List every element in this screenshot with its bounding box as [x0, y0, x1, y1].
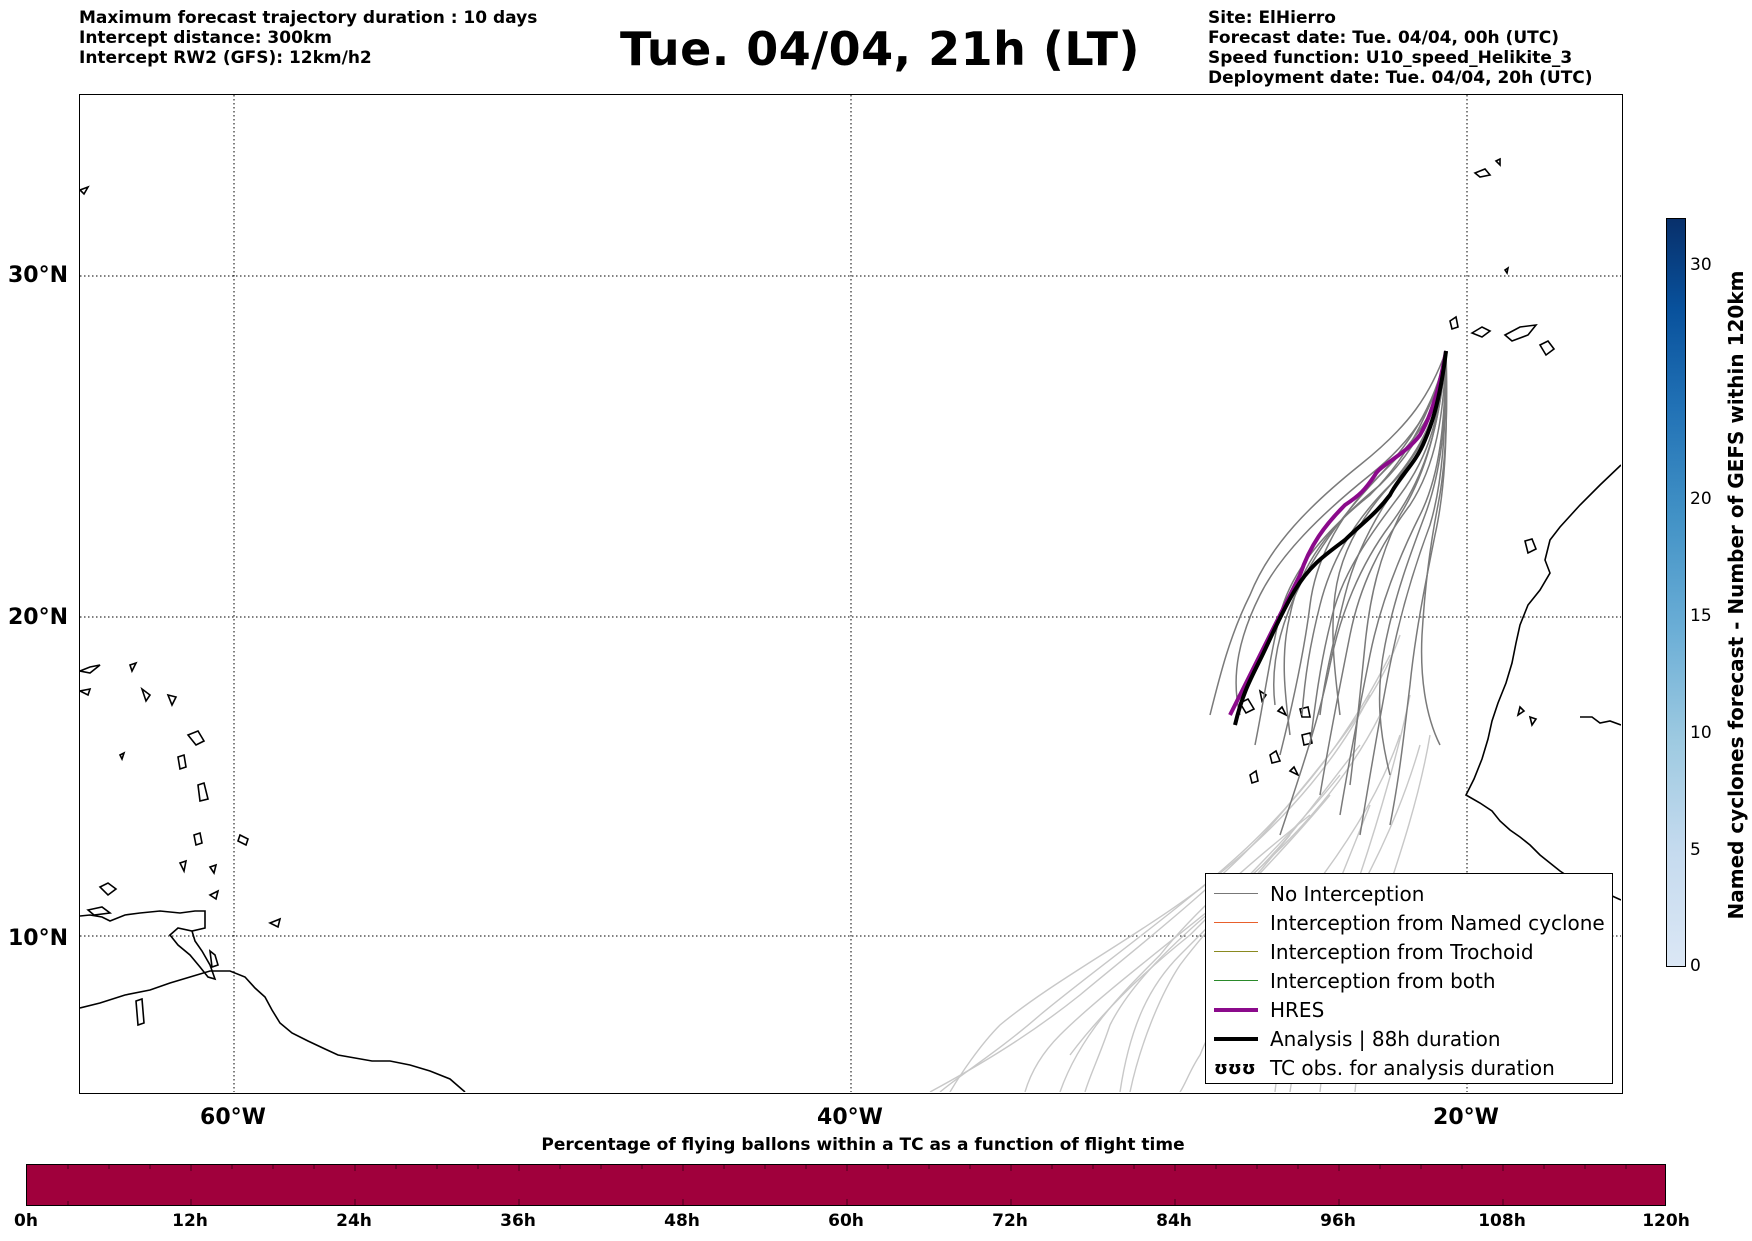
time-tick-label: 48h	[664, 1211, 700, 1231]
time-tick-label: 96h	[1320, 1211, 1356, 1231]
lon-label-40w: 40°W	[817, 1105, 883, 1130]
lon-label-60w: 60°W	[200, 1105, 266, 1130]
legend-label: Analysis | 88h duration	[1270, 1027, 1501, 1051]
speed-function-text: Speed function: U10_speed_Helikite_3	[1208, 48, 1573, 68]
legend-swatch	[1214, 951, 1258, 952]
legend-item-both: Interception from both	[1206, 967, 1612, 996]
coastline-africa	[1238, 157, 1621, 901]
lat-label-30n: 30°N	[8, 263, 69, 288]
percentage-bar	[26, 1164, 1666, 1206]
legend-label: Interception from Trochoid	[1270, 940, 1534, 964]
main-title: Tue. 04/04, 21h (LT)	[620, 22, 1140, 76]
legend-item-no-interception: No Interception	[1206, 880, 1612, 909]
time-tick-label: 120h	[1642, 1211, 1690, 1231]
intercept-distance-text: Intercept distance: 300km	[79, 28, 332, 48]
colorbar-tick: 30	[1690, 255, 1712, 275]
coastline-caribbean	[80, 185, 466, 1092]
colorbar-tick: 20	[1690, 489, 1712, 509]
time-tick-label: 0h	[14, 1211, 38, 1231]
legend-item-hres: HRES	[1206, 996, 1612, 1025]
lon-label-20w: 20°W	[1433, 1105, 1499, 1130]
time-tick-label: 24h	[336, 1211, 372, 1231]
colorbar-gradient	[1667, 219, 1685, 966]
legend-item-tc-obs: ʊʊʊ TC obs. for analysis duration	[1206, 1054, 1612, 1083]
legend-label: Interception from both	[1270, 969, 1496, 993]
header-info-right: Site: ElHierro Forecast date: Tue. 04/04…	[1208, 8, 1593, 88]
header-info-left: Maximum forecast trajectory duration : 1…	[79, 8, 537, 68]
legend-item-named-cyclone: Interception from Named cyclone	[1206, 909, 1612, 938]
colorbar-tick: 5	[1690, 840, 1701, 860]
time-tick-label: 108h	[1478, 1211, 1526, 1231]
analysis-trajectory	[1233, 350, 1448, 726]
percentage-bar-title: Percentage of flying ballons within a TC…	[541, 1135, 1185, 1155]
intercept-rw2-text: Intercept RW2 (GFS): 12km/h2	[79, 48, 372, 68]
cyclone-colorbar	[1666, 218, 1686, 967]
legend-label: TC obs. for analysis duration	[1270, 1056, 1555, 1080]
colorbar-tick: 15	[1690, 606, 1712, 626]
colorbar-label: Named cyclones forecast - Number of GEFS…	[1724, 270, 1748, 920]
deployment-date-text: Deployment date: Tue. 04/04, 20h (UTC)	[1208, 68, 1593, 88]
time-tick-label: 84h	[1156, 1211, 1192, 1231]
map-legend: No Interception Interception from Named …	[1205, 873, 1613, 1084]
lat-label-20n: 20°N	[8, 605, 69, 630]
time-tick-label: 72h	[992, 1211, 1028, 1231]
legend-label: Interception from Named cyclone	[1270, 911, 1605, 935]
legend-label: HRES	[1270, 998, 1325, 1022]
max-duration-text: Maximum forecast trajectory duration : 1…	[79, 8, 538, 28]
time-tick-label: 36h	[500, 1211, 536, 1231]
tc-obs-symbol-icon: ʊʊʊ	[1214, 1058, 1256, 1079]
time-tick-label: 12h	[172, 1211, 208, 1231]
legend-swatch	[1214, 922, 1258, 923]
legend-label: No Interception	[1270, 882, 1425, 906]
colorbar-tick: 0	[1690, 956, 1701, 976]
time-tick-label: 60h	[828, 1211, 864, 1231]
legend-swatch	[1214, 1008, 1258, 1012]
legend-item-trochoid: Interception from Trochoid	[1206, 938, 1612, 967]
legend-item-analysis: Analysis | 88h duration	[1206, 1025, 1612, 1054]
legend-swatch	[1214, 980, 1258, 981]
colorbar-tick: 10	[1690, 723, 1712, 743]
site-text: Site: ElHierro	[1208, 8, 1336, 28]
legend-swatch	[1214, 893, 1258, 894]
forecast-date-text: Forecast date: Tue. 04/04, 00h (UTC)	[1208, 28, 1559, 48]
legend-swatch	[1214, 1037, 1258, 1041]
lat-label-10n: 10°N	[8, 926, 69, 951]
percentage-bar-ticks	[67, 1165, 1627, 1205]
